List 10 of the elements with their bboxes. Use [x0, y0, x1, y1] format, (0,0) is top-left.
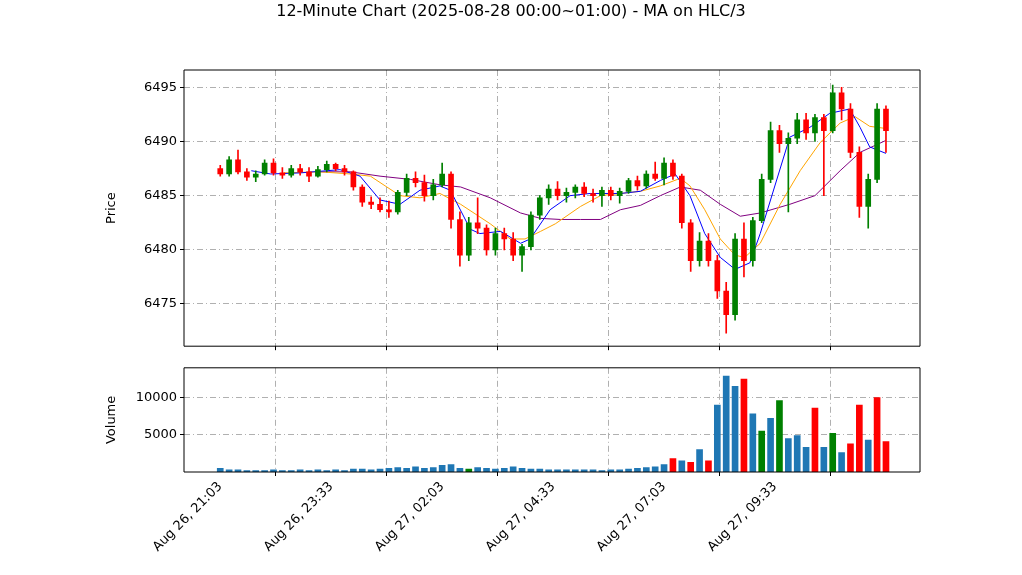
- y-tick-label: 6495: [143, 78, 177, 94]
- y-tick-label: 6480: [143, 241, 177, 257]
- y-tick-label: 6475: [143, 295, 177, 311]
- y-tick-label: 6485: [143, 187, 177, 203]
- y-axis-title: Price: [103, 192, 119, 224]
- chart-title: 12-Minute Chart (2025-08-28 00:00~01:00) - MA on HLC/3: [275, 0, 747, 22]
- y-axis-title: Volume: [103, 395, 119, 445]
- y-tick-label: 5000: [143, 426, 177, 442]
- y-tick-label: 6490: [143, 132, 177, 148]
- y-tick-label: 10000: [135, 388, 177, 404]
